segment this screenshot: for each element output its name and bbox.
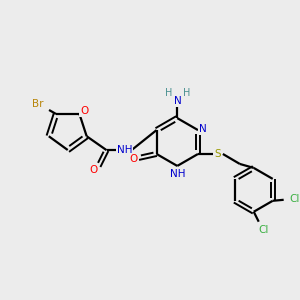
Text: O: O xyxy=(89,165,98,175)
Text: N: N xyxy=(174,96,182,106)
Text: Cl: Cl xyxy=(259,225,269,235)
Text: Cl: Cl xyxy=(290,194,300,204)
Text: NH: NH xyxy=(117,145,132,155)
Text: Br: Br xyxy=(32,99,44,109)
Text: N: N xyxy=(199,124,207,134)
Text: H: H xyxy=(182,88,190,98)
Text: NH: NH xyxy=(169,169,185,179)
Text: O: O xyxy=(130,154,138,164)
Text: O: O xyxy=(80,106,88,116)
Text: H: H xyxy=(165,88,172,98)
Text: S: S xyxy=(214,149,221,159)
